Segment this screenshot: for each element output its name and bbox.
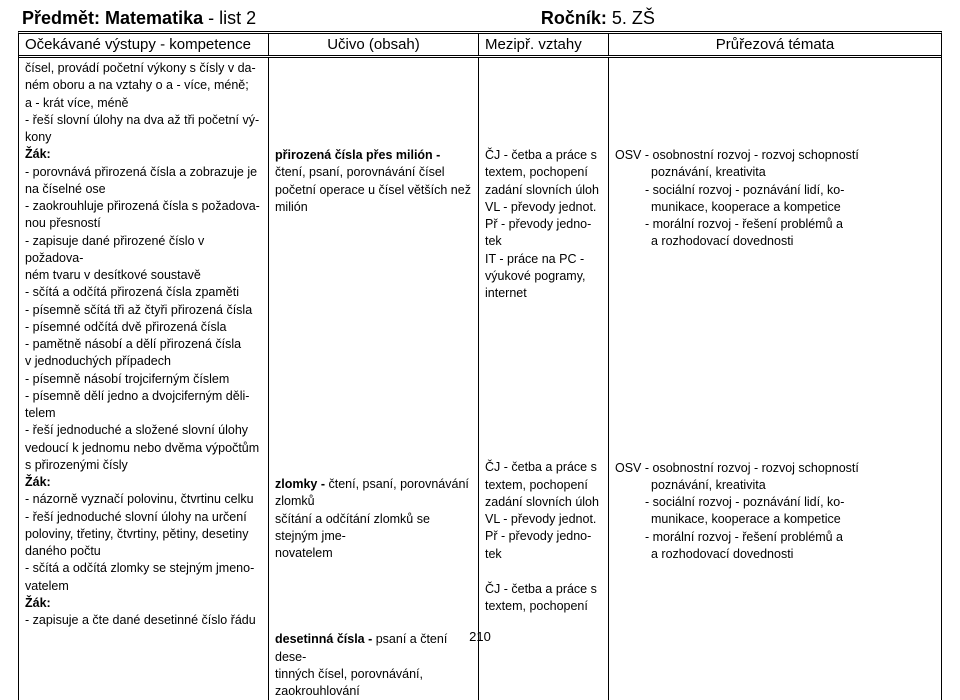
theme-line: munikace, kooperace a kompetice xyxy=(615,199,935,216)
header-outcomes: Očekávané výstupy - kompetence xyxy=(19,34,269,55)
header-content: Učivo (obsah) xyxy=(269,34,479,55)
theme-line: a rozhodovací dovednosti xyxy=(615,233,935,250)
outcome-line: ném tvaru v desítkové soustavě xyxy=(25,267,262,284)
header-relations: Mezipř. vztahy xyxy=(479,34,609,55)
outcome-line: - sčítá a odčítá přirozená čísla zpaměti xyxy=(25,284,262,301)
outcome-line: - řeší jednoduché slovní úlohy na určení xyxy=(25,509,262,526)
theme-line: OSV - osobnostní rozvoj - rozvoj schopno… xyxy=(615,460,935,477)
topic-line: početní operace u čísel větších než mili… xyxy=(275,182,472,217)
relation-line: VL - převody jednot. xyxy=(485,199,602,216)
content-cell: přirozená čísla přes milión - čtení, psa… xyxy=(269,58,479,700)
relation-line: ČJ - četba a práce s xyxy=(485,459,602,476)
outcome-line: - písemné odčítá dvě přirozená čísla xyxy=(25,319,262,336)
topic-line: čtení, psaní, porovnávání čísel xyxy=(275,164,472,181)
curriculum-table: Očekávané výstupy - kompetence Učivo (ob… xyxy=(18,31,942,700)
outcome-line: vatelem xyxy=(25,578,262,595)
relation-line: zadání slovních úloh xyxy=(485,182,602,199)
outcome-line: - sčítá a odčítá zlomky se stejným jmeno… xyxy=(25,560,262,577)
relation-line: textem, pochopení xyxy=(485,164,602,181)
outcome-line: - názorně vyznačí polovinu, čtvrtinu cel… xyxy=(25,491,262,508)
subject-label: Předmět: xyxy=(22,8,100,28)
outcome-line: s přirozenými čísly xyxy=(25,457,262,474)
grade-value: 5. ZŠ xyxy=(612,8,655,28)
theme-line: poznávání, kreativita xyxy=(615,477,935,494)
relation-line: textem, pochopení xyxy=(485,477,602,494)
theme-line: a rozhodovací dovednosti xyxy=(615,546,935,563)
outcome-line: a - krát více, méně xyxy=(25,95,262,112)
title-row: Předmět: Matematika - list 2 Ročník: 5. … xyxy=(18,8,942,31)
pupil-heading: Žák: xyxy=(25,146,262,163)
relation-line: výukové pogramy, xyxy=(485,268,602,285)
topic-line: sčítání a odčítání zlomků se stejným jme… xyxy=(275,511,472,546)
outcome-line: nou přesností xyxy=(25,215,262,232)
title-right: Ročník: 5. ZŠ xyxy=(471,8,938,29)
relation-line: Př - převody jedno- xyxy=(485,528,602,545)
theme-line: - sociální rozvoj - poznávání lidí, ko- xyxy=(615,494,935,511)
header-themes: Průřezová témata xyxy=(609,34,941,55)
relation-line: textem, pochopení xyxy=(485,598,602,615)
outcome-line: kony xyxy=(25,129,262,146)
topic-line: přirozená čísla přes milión - xyxy=(275,147,472,164)
outcomes-cell: čísel, provádí početní výkony s čísly v … xyxy=(19,58,269,700)
page-number: 210 xyxy=(0,629,960,644)
outcome-line: - písemně dělí jedno a dvojciferným děli… xyxy=(25,388,262,405)
relation-line: zadání slovních úloh xyxy=(485,494,602,511)
table-body: čísel, provádí početní výkony s čísly v … xyxy=(19,58,941,700)
theme-line: - morální rozvoj - řešení problémů a xyxy=(615,529,935,546)
outcome-line: - pamětně násobí a dělí přirozená čísla xyxy=(25,336,262,353)
outcome-line: čísel, provádí početní výkony s čísly v … xyxy=(25,60,262,77)
outcome-line: - zaokrouhluje přirozená čísla s požadov… xyxy=(25,198,262,215)
relation-line: Př - převody jedno- xyxy=(485,216,602,233)
topic-line: tinných čísel, porovnávání, zaokrouhlová… xyxy=(275,666,472,700)
pupil-heading: Žák: xyxy=(25,474,262,491)
outcome-line: - zapisuje a čte dané desetinné číslo řá… xyxy=(25,612,262,629)
sheet-suffix: - list 2 xyxy=(203,8,256,28)
theme-line: poznávání, kreativita xyxy=(615,164,935,181)
outcome-line: - písemně násobí trojciferným číslem xyxy=(25,371,262,388)
table-header: Očekávané výstupy - kompetence Učivo (ob… xyxy=(19,34,941,58)
subject-name: Matematika xyxy=(105,8,203,28)
outcome-line: telem xyxy=(25,405,262,422)
topic-line: zlomky - čtení, psaní, porovnávání zlomk… xyxy=(275,476,472,511)
relation-line: ČJ - četba a práce s xyxy=(485,581,602,598)
relations-cell: ČJ - četba a práce s textem, pochopení z… xyxy=(479,58,609,700)
outcome-line: - řeší slovní úlohy na dva až tři početn… xyxy=(25,112,262,129)
outcome-line: daného počtu xyxy=(25,543,262,560)
relation-line: IT - práce na PC - xyxy=(485,251,602,268)
pupil-heading: Žák: xyxy=(25,595,262,612)
relation-line: tek xyxy=(485,546,602,563)
theme-line: - morální rozvoj - řešení problémů a xyxy=(615,216,935,233)
theme-line: munikace, kooperace a kompetice xyxy=(615,511,935,528)
outcome-line: v jednoduchých případech xyxy=(25,353,262,370)
relation-line: tek xyxy=(485,233,602,250)
relation-line: ČJ - četba a práce s xyxy=(485,147,602,164)
outcome-line: ném oboru a na vztahy o a - více, méně; xyxy=(25,77,262,94)
outcome-line: vedoucí k jednomu nebo dvěma výpočtům xyxy=(25,440,262,457)
title-left: Předmět: Matematika - list 2 xyxy=(22,8,471,29)
outcome-line: - zapisuje dané přirozené číslo v požado… xyxy=(25,233,262,268)
outcome-line: - řeší jednoduché a složené slovní úlohy xyxy=(25,422,262,439)
theme-line: - sociální rozvoj - poznávání lidí, ko- xyxy=(615,182,935,199)
outcome-line: - porovnává přirozená čísla a zobrazuje … xyxy=(25,164,262,181)
topic-line: novatelem xyxy=(275,545,472,562)
outcome-line: - písemně sčítá tři až čtyři přirozená č… xyxy=(25,302,262,319)
outcome-line: na číselné ose xyxy=(25,181,262,198)
grade-label: Ročník: xyxy=(541,8,607,28)
theme-line: OSV - osobnostní rozvoj - rozvoj schopno… xyxy=(615,147,935,164)
outcome-line: poloviny, třetiny, čtvrtiny, pětiny, des… xyxy=(25,526,262,543)
relation-line: VL - převody jednot. xyxy=(485,511,602,528)
relation-line: internet xyxy=(485,285,602,302)
themes-cell: OSV - osobnostní rozvoj - rozvoj schopno… xyxy=(609,58,941,700)
